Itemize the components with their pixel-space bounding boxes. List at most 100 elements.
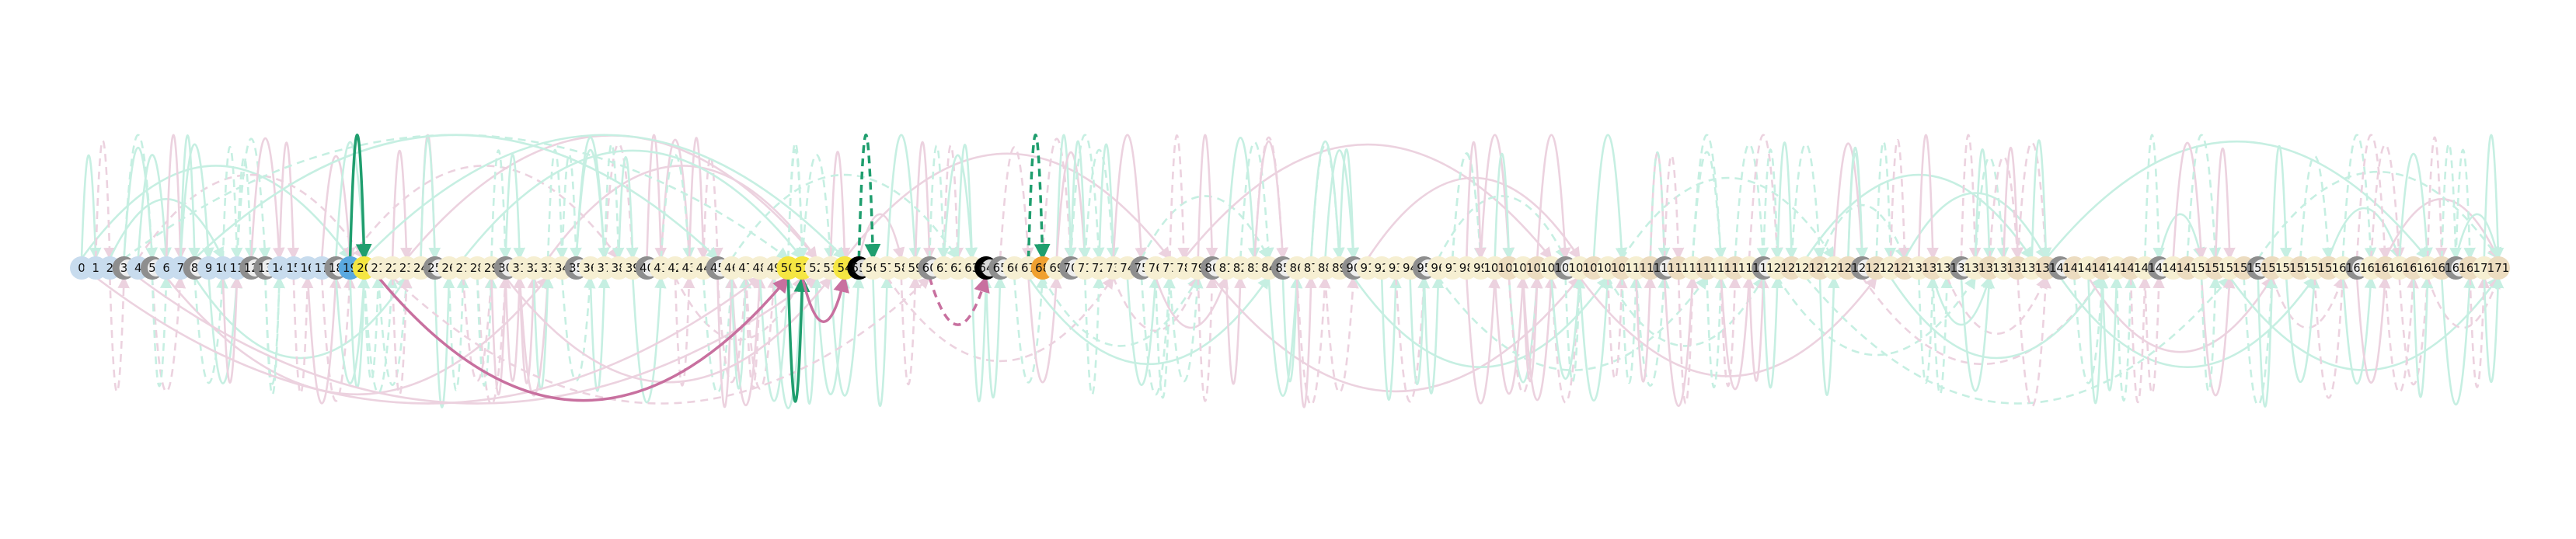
background-edge [1140,195,1270,260]
background-edge [1550,276,1585,404]
background-edge [264,276,285,396]
background-edge [1409,276,1431,385]
background-edge [193,276,408,360]
background-edge [2341,276,2377,385]
background-edge [363,276,385,381]
background-edge [1818,276,1840,396]
background-edge [1225,137,1260,260]
node-label: 1 [92,261,99,275]
background-edge [392,276,931,405]
background-edge [2426,136,2448,260]
background-edge [80,154,102,260]
background-edge [1494,152,1515,260]
background-edge [1720,276,1755,391]
node-label: 0 [78,261,85,275]
background-edge [1466,276,1501,405]
background-edge [772,276,808,409]
background-edge [801,154,836,260]
background-edge [660,154,695,260]
background-edge [2384,198,2500,260]
background-edge [320,155,356,260]
background-edge [1875,141,1897,260]
background-edge [1112,276,1200,332]
background-edge [603,143,639,260]
background-edge [1932,276,1954,395]
background-edge [1437,276,1708,371]
background-edge [180,134,200,260]
background-edge [787,141,808,260]
node-row: 0 1 2 3 4 5 6 7 8 9 10 11 12 13 14 15 16 17 18 19 20 21 22 23 24… [70,256,2510,280]
background-edge [1522,276,1557,401]
background-edge [363,134,846,260]
background-edge [957,143,978,260]
background-edge [1154,276,1176,399]
background-edge [2355,276,2391,384]
background-edge [1169,276,1204,383]
background-edge [730,276,752,390]
background-edge [1889,276,2104,360]
background-edge [943,154,978,260]
background-edge [2257,276,2278,408]
node-label: 3 [120,261,128,275]
background-edge [2017,141,2051,260]
background-edge [1027,276,1270,366]
background-edge [532,276,554,391]
background-edge [829,151,851,260]
background-edge [1635,276,1670,387]
background-edge [94,140,116,260]
background-edge [2483,276,2505,384]
background-edge [391,276,413,395]
background-edge [363,276,399,394]
background-edge [1776,276,1977,356]
background-edge [123,134,158,260]
background-edge [1692,134,1727,260]
background-edge [2186,134,2222,260]
background-edge [476,276,497,387]
background-edge [2455,148,2476,260]
background-edge [603,143,625,260]
background-edge [985,276,1006,398]
highlight-edge [348,134,372,261]
background-edge [2412,276,2434,398]
background-edge [674,276,803,341]
background-edge [2115,276,2137,402]
background-edge [632,276,667,404]
background-edge [2129,276,2151,403]
background-edge [2101,276,2123,391]
background-edge [1183,143,1553,260]
background-edge [335,141,370,260]
background-edge [151,276,173,388]
background-edge [2059,276,2316,368]
background-edge [137,173,365,260]
background-edge [1267,276,1303,397]
background-edge [2144,134,2165,260]
background-edge [2469,276,2491,388]
background-edge [1027,276,1062,384]
background-edge [1126,276,1162,387]
background-edge [1451,153,1487,260]
background-edge [462,149,803,260]
background-edge [95,276,762,405]
background-edge [815,276,851,395]
background-edge [1974,156,2010,260]
background-edge [1776,141,1798,260]
highlight-edge [928,275,990,326]
background-edge [1140,276,1176,396]
background-edge [547,165,817,260]
background-edge [1578,276,1614,402]
background-edge [1395,276,1430,403]
background-edge [1677,276,1699,405]
background-edge [1069,134,1105,260]
background-edge [1578,276,1877,377]
background-edge [1692,151,1727,260]
background-edge [1041,276,1199,347]
background-edge [165,134,186,260]
background-edge [730,276,765,407]
background-edge [193,276,228,384]
background-edge [2030,139,2052,260]
background-edge [900,276,922,386]
background-edge [349,165,620,260]
background-edge [406,134,817,260]
background-edge [2285,276,2320,384]
background-edge [702,276,737,394]
